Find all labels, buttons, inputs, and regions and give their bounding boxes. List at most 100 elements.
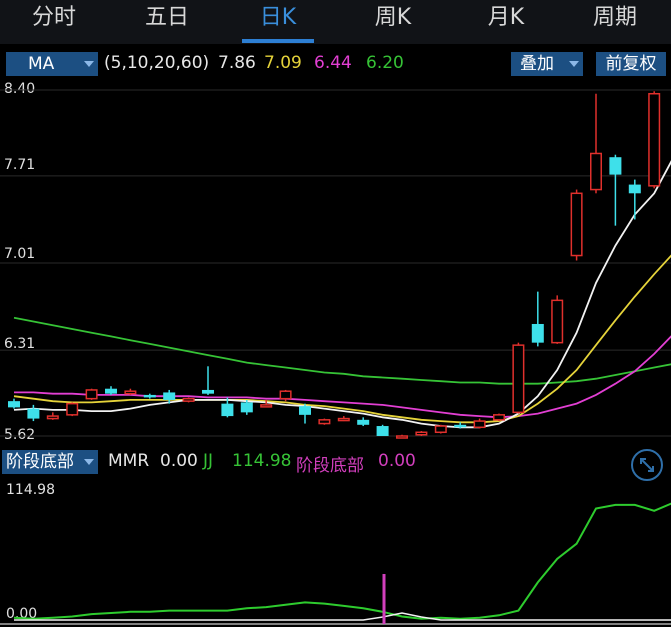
ma20-line (14, 335, 671, 419)
mmr-line (14, 612, 671, 621)
candle-body (493, 414, 505, 421)
ma-params: (5,10,20,60) (104, 53, 210, 73)
candle-body (434, 425, 447, 434)
price-tick: 6.31 (4, 336, 36, 352)
dropdown-arrow-icon (84, 459, 94, 465)
bottom-label: 阶段底部 (296, 456, 364, 476)
jj-value: 114.98 (232, 451, 292, 471)
candle-body (609, 157, 622, 175)
indicator-tick: 114.98 (6, 482, 55, 498)
candle (143, 393, 156, 399)
candle-body (531, 323, 544, 343)
candle (105, 386, 117, 395)
candle (628, 179, 641, 220)
candle (473, 418, 486, 429)
indicator-header: 阶段底部 MMR 0.00 JJ 114.98 阶段底部 0.00 (0, 447, 671, 477)
candle-body (454, 424, 467, 428)
kline-chart[interactable] (0, 0, 671, 447)
tab-intraday[interactable]: 分时 (31, 5, 76, 30)
jj-label: JJ (203, 451, 214, 471)
adjust-button[interactable]: 前复权 (596, 52, 666, 76)
candle-body (279, 390, 292, 400)
mmr-label: MMR (108, 451, 150, 471)
ma20-value: 6.44 (314, 53, 352, 73)
jj-line (13, 502, 671, 620)
candle-body (337, 417, 350, 422)
indicator-tick: 0.00 (6, 606, 38, 622)
candle (609, 154, 622, 226)
ma-selector-label: MA (28, 54, 55, 74)
candle (415, 431, 428, 436)
price-tick: 8.40 (4, 81, 36, 97)
bottom-value: 0.00 (378, 451, 416, 471)
candle (376, 424, 389, 436)
candle-body (85, 389, 98, 400)
candle (46, 412, 59, 420)
candle-body (105, 388, 117, 394)
tab-daily-k[interactable]: 日K (259, 5, 297, 30)
indicator-selector[interactable]: 阶段底部 (2, 450, 98, 474)
candle-body (396, 435, 408, 439)
tab-period[interactable]: 周期 (592, 5, 637, 30)
candle-body (570, 192, 583, 257)
mmr-value: 0.00 (160, 451, 198, 471)
ma10-line (13, 254, 671, 424)
candle-body (240, 402, 253, 413)
candle (531, 291, 544, 347)
candle-body (202, 389, 214, 394)
candle (279, 389, 292, 402)
candle (124, 388, 137, 395)
candle (590, 93, 602, 194)
candle (66, 402, 79, 417)
candle (337, 416, 350, 422)
candle (182, 397, 195, 403)
ma60-value: 6.20 (366, 53, 404, 73)
ma-header: MA (5,10,20,60) 7.86 7.09 6.44 6.20 叠加 前… (0, 50, 671, 80)
ma10-value: 7.09 (264, 53, 302, 73)
tab-monthly-k[interactable]: 月K (487, 5, 525, 30)
candle-body (299, 406, 311, 415)
dropdown-arrow-icon (569, 61, 579, 67)
candle (260, 399, 273, 408)
candle (85, 388, 98, 400)
tab-five-day[interactable]: 五日 (144, 5, 189, 30)
candle-body (512, 344, 525, 414)
candle-body (357, 419, 370, 425)
candle (357, 417, 370, 427)
candle-body (27, 408, 40, 419)
candle (648, 91, 661, 189)
candle (493, 413, 505, 422)
candle-body (8, 401, 20, 408)
price-tick: 5.62 (4, 427, 36, 443)
ma-selector[interactable]: MA (6, 52, 98, 76)
candle (570, 189, 583, 261)
candle (454, 422, 467, 429)
candle (318, 418, 331, 425)
tab-weekly-k[interactable]: 周K (374, 5, 412, 30)
candle (163, 389, 176, 404)
candle-body (318, 419, 331, 425)
overlay-button[interactable]: 叠加 (511, 52, 583, 76)
candle-body (124, 390, 137, 395)
indicator-selector-label: 阶段底部 (6, 452, 74, 472)
candle (434, 424, 447, 434)
price-tick: 7.01 (4, 246, 36, 262)
candle-body (46, 415, 59, 420)
candle-body (260, 404, 273, 408)
candle-body (590, 152, 602, 191)
candle (240, 399, 253, 415)
candle-body (473, 420, 486, 429)
ma5-value: 7.86 (218, 53, 256, 73)
candle (8, 398, 20, 409)
candle-body (648, 92, 661, 187)
candle (396, 434, 408, 439)
expand-icon[interactable] (631, 449, 663, 481)
candle-body (221, 403, 234, 417)
period-tabs: 分时 五日 日K 周K 月K 周期 (0, 0, 671, 44)
candle-body (66, 402, 79, 416)
candle (299, 403, 311, 424)
price-tick: 7.71 (4, 157, 36, 173)
candle (512, 342, 525, 414)
candle-body (628, 184, 641, 194)
candle-body (182, 397, 195, 402)
